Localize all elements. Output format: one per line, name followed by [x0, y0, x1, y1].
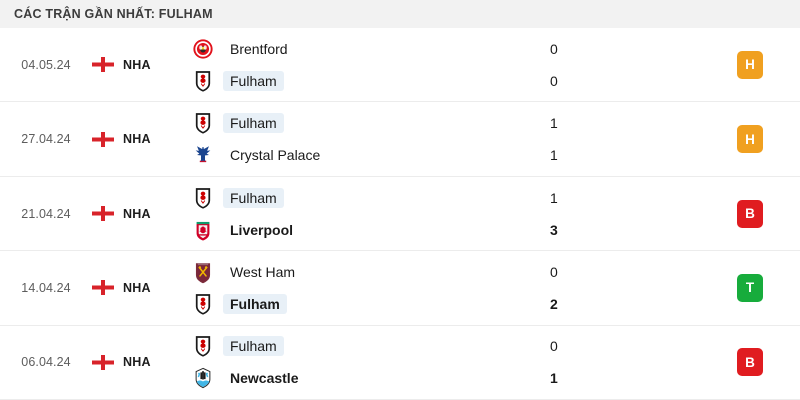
england-flag-icon: [92, 280, 114, 296]
match-date: 27.04.24: [21, 132, 71, 147]
result-cell: H: [700, 50, 800, 79]
newcastle-crest-icon: [192, 366, 223, 390]
league-cell[interactable]: NHA: [92, 131, 187, 147]
match-row[interactable]: 14.04.24 NHA West Ham Fulham 0 2 T: [0, 251, 800, 326]
match-date: 06.04.24: [21, 355, 71, 370]
team-line[interactable]: Newcastle: [192, 368, 550, 389]
status-badge: B: [737, 199, 763, 228]
status-badge: B: [737, 348, 763, 377]
england-flag-icon: [92, 131, 114, 147]
team-name: Fulham: [223, 293, 287, 314]
home-score: 1: [550, 115, 558, 132]
away-score: 3: [550, 221, 558, 238]
fulham-crest-icon: [192, 292, 223, 316]
result-cell: T: [700, 273, 800, 302]
team-line[interactable]: Fulham: [192, 336, 550, 357]
panel-header: CÁC TRẬN GẦN NHẤT: FULHAM: [0, 0, 800, 28]
result-cell: B: [700, 199, 800, 228]
teams-cell: West Ham Fulham: [187, 260, 550, 316]
team-line[interactable]: Fulham: [192, 69, 550, 93]
league-cell[interactable]: NHA: [92, 206, 187, 222]
team-line[interactable]: Fulham: [192, 113, 550, 134]
league-name: NHA: [123, 57, 151, 72]
team-name: Newcastle: [230, 370, 299, 387]
team-name: Brentford: [230, 40, 288, 57]
team-line[interactable]: Brentford: [192, 38, 550, 59]
team-name: West Ham: [230, 263, 296, 280]
match-row[interactable]: 04.05.24 NHA Brentford Fulham 0 0 H: [0, 28, 800, 103]
status-badge: H: [737, 50, 763, 79]
league-name: NHA: [123, 206, 151, 221]
fulham-crest-icon: [192, 111, 223, 135]
team-name: Crystal Palace: [230, 147, 321, 164]
league-name: NHA: [123, 132, 151, 147]
away-score: 0: [550, 72, 558, 89]
liverpool-crest-icon: [192, 218, 223, 242]
teams-cell: Fulham Newcastle: [187, 336, 550, 389]
away-score: 1: [550, 370, 558, 387]
team-line[interactable]: West Ham: [192, 260, 550, 284]
teams-cell: Fulham Liverpool: [187, 186, 550, 242]
fulham-crest-icon: [192, 334, 223, 358]
team-line[interactable]: Crystal Palace: [192, 145, 550, 166]
result-cell: B: [700, 348, 800, 377]
home-score: 0: [550, 338, 558, 355]
result-cell: H: [700, 125, 800, 154]
league-cell[interactable]: NHA: [92, 280, 187, 296]
status-badge: H: [737, 125, 763, 154]
team-line[interactable]: Fulham: [192, 292, 550, 316]
england-flag-icon: [92, 57, 114, 73]
league-name: NHA: [123, 280, 151, 295]
match-row[interactable]: 21.04.24 NHA Fulham Liverpool 1 3 B: [0, 176, 800, 252]
home-score: 0: [550, 40, 558, 57]
team-name: Fulham: [223, 113, 284, 134]
crystal-palace-crest-icon: [192, 143, 223, 167]
team-name: Fulham: [223, 187, 284, 208]
team-name: Liverpool: [230, 221, 294, 238]
page-title: CÁC TRẬN GẦN NHẤT: FULHAM: [14, 7, 213, 21]
england-flag-icon: [92, 206, 114, 222]
home-score: 1: [550, 189, 558, 206]
team-name: Fulham: [223, 336, 284, 357]
match-list: 04.05.24 NHA Brentford Fulham 0 0 H 27.04.24 NHA…: [0, 28, 800, 400]
league-cell[interactable]: NHA: [92, 57, 187, 73]
status-badge: T: [737, 273, 763, 302]
match-row[interactable]: 06.04.24 NHA Fulham Newcastle 0 1 B: [0, 325, 800, 400]
away-score: 2: [550, 295, 558, 312]
teams-cell: Brentford Fulham: [187, 38, 550, 93]
team-name: Fulham: [223, 70, 284, 91]
league-cell[interactable]: NHA: [92, 354, 187, 370]
match-date: 21.04.24: [21, 206, 71, 221]
west-ham-crest-icon: [192, 260, 223, 284]
brentford-crest-icon: [192, 37, 223, 61]
fulham-crest-icon: [192, 186, 223, 210]
home-score: 0: [550, 263, 558, 280]
away-score: 1: [550, 147, 558, 164]
match-date: 14.04.24: [21, 280, 71, 295]
match-date: 04.05.24: [21, 57, 71, 72]
teams-cell: Fulham Crystal Palace: [187, 113, 550, 166]
england-flag-icon: [92, 354, 114, 370]
match-row[interactable]: 27.04.24 NHA Fulham Crystal Palace 1 1 H: [0, 102, 800, 177]
team-line[interactable]: Fulham: [192, 186, 550, 210]
team-line[interactable]: Liverpool: [192, 218, 550, 242]
fulham-crest-icon: [192, 69, 223, 93]
league-name: NHA: [123, 355, 151, 370]
